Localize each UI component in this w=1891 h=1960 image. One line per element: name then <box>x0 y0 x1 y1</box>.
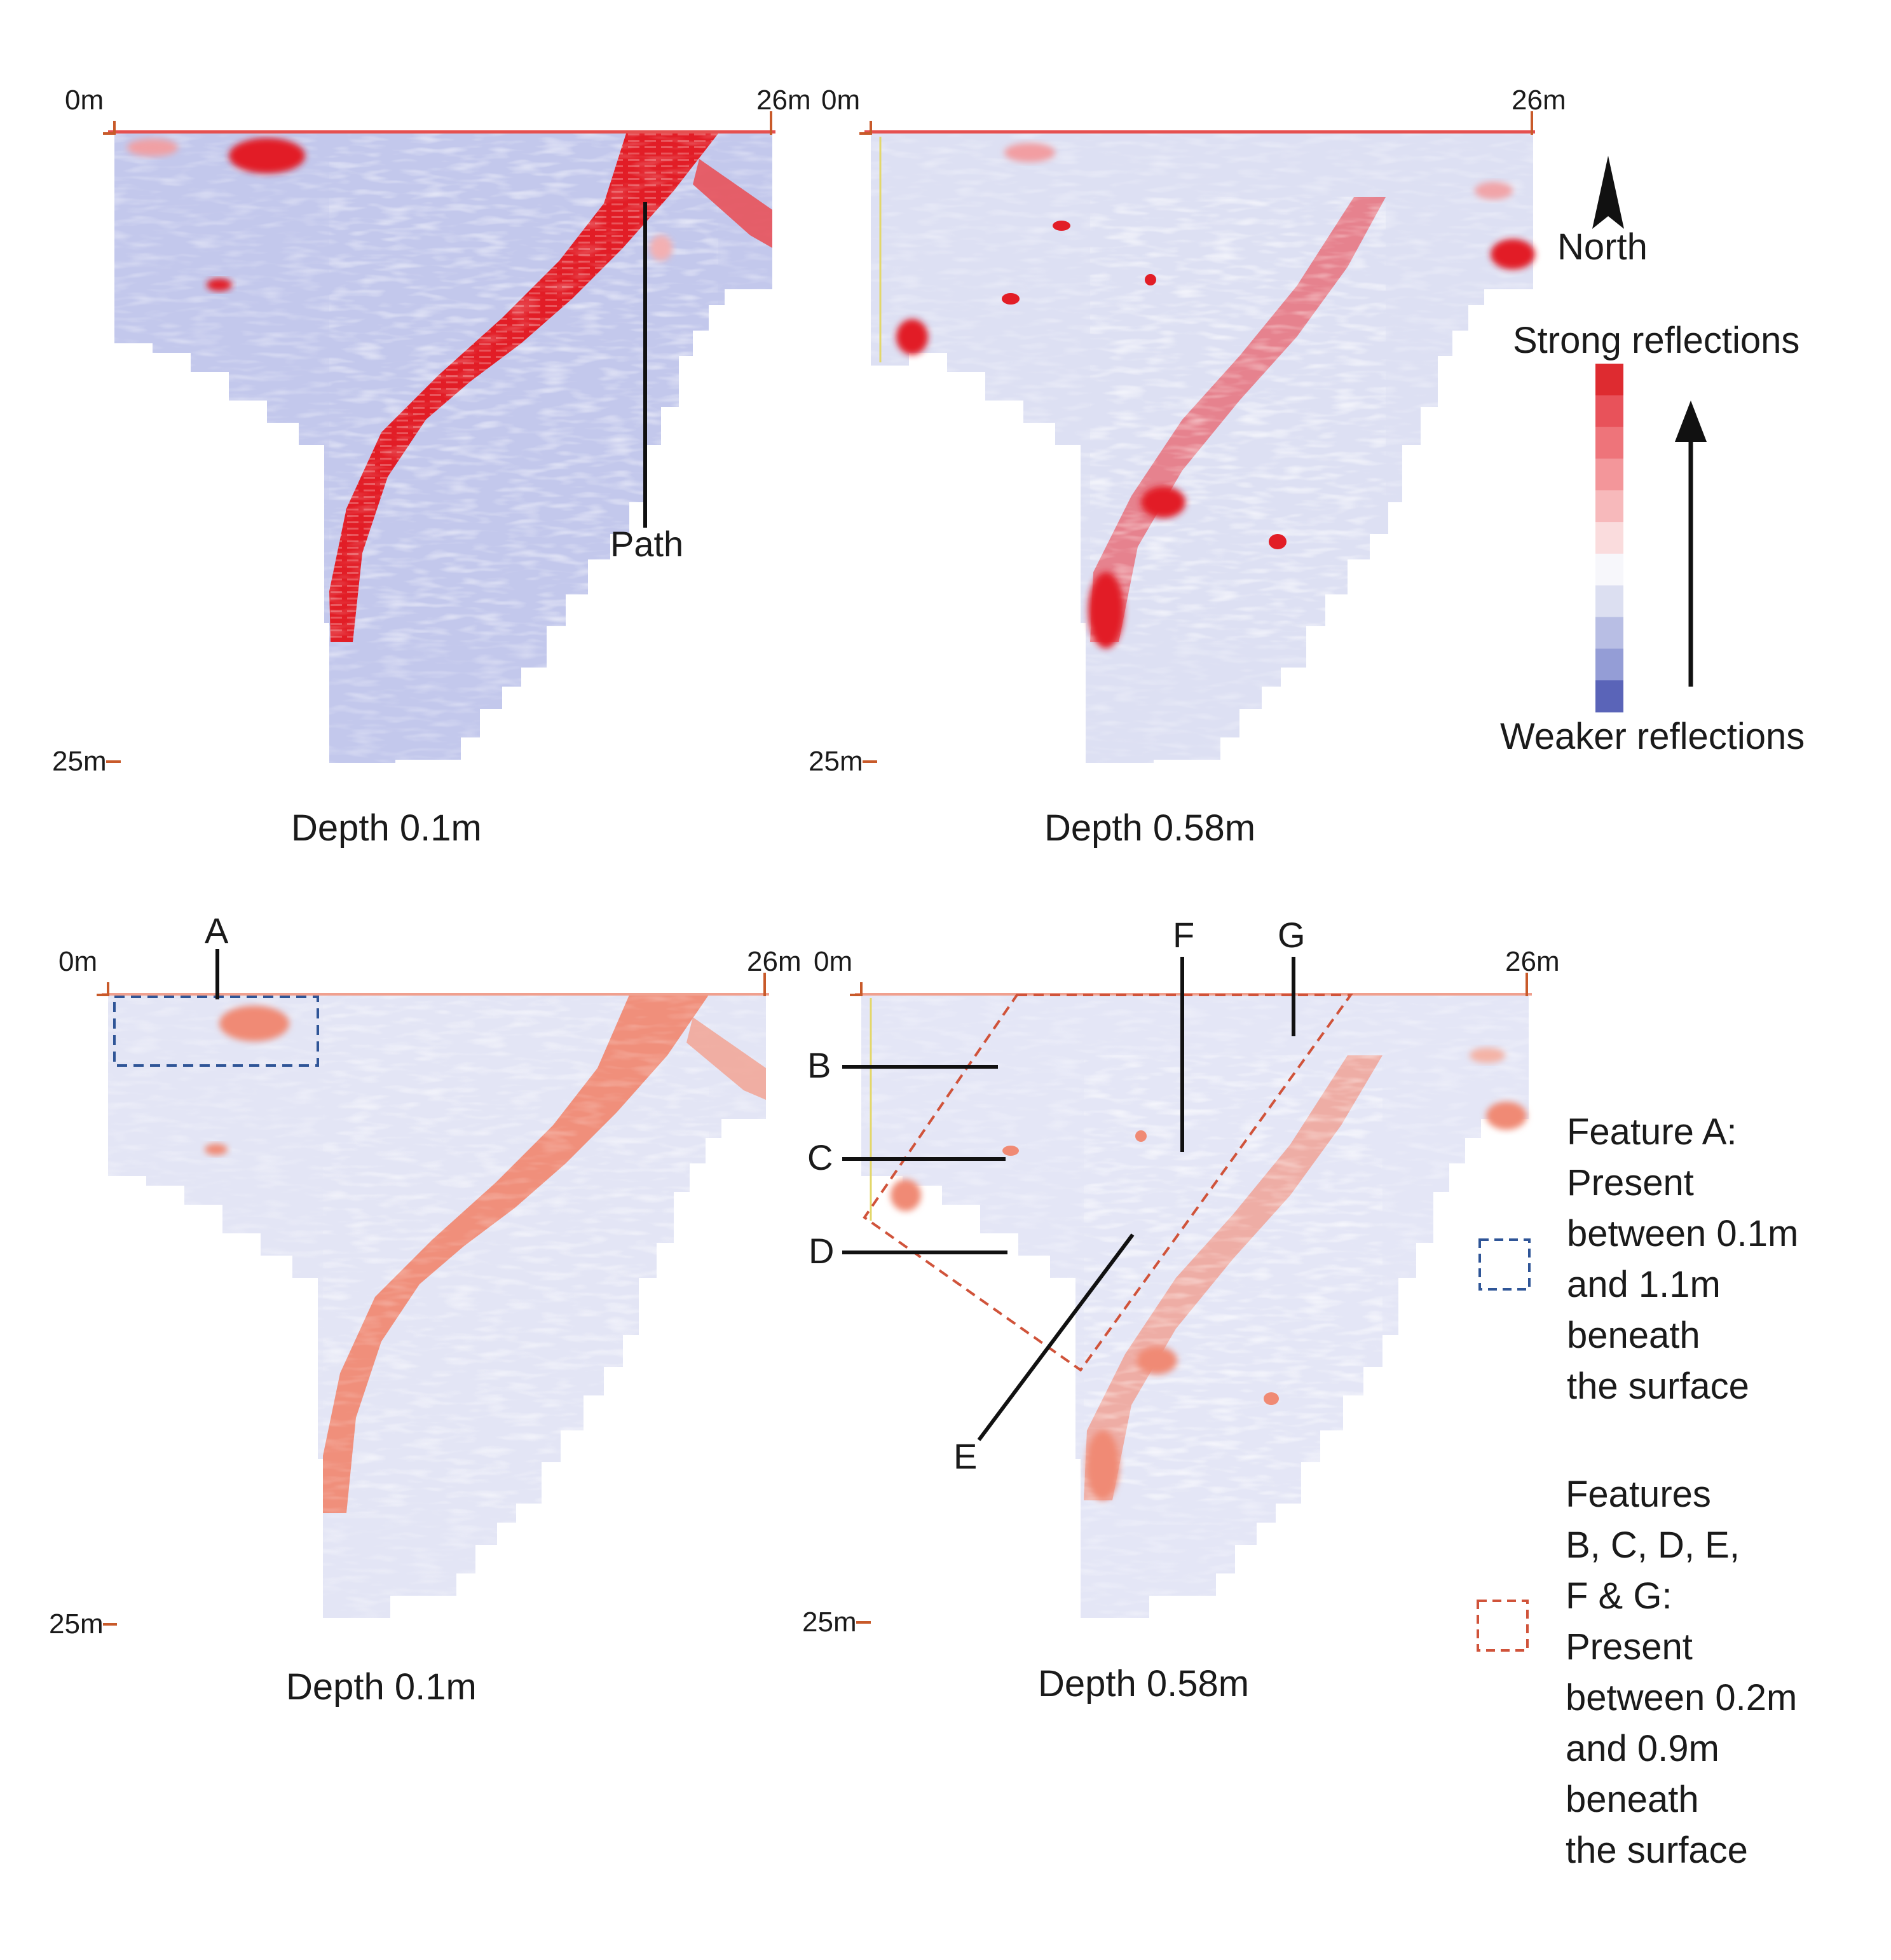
features-bg-key-text: Features B, C, D, E, F & G: Present betw… <box>1566 1474 1807 1871</box>
scale-step <box>1595 553 1623 586</box>
axis-depth-label: 25m <box>49 1608 104 1640</box>
scale-step <box>1595 648 1623 681</box>
axis-end-label: 26m <box>1512 85 1566 116</box>
axis-ticks <box>850 973 1528 1624</box>
feature-d-label: D <box>809 1231 834 1271</box>
axis-end-label: 26m <box>756 85 811 116</box>
feature-e-label: E <box>953 1436 977 1476</box>
axis-end-label: 26m <box>1505 946 1560 977</box>
axis-depth-label: 25m <box>809 746 863 777</box>
feature-a-key-swatch <box>1478 1238 1531 1291</box>
panel-bottom-left: 0m 26m 25m A Depth 0.1m <box>49 910 802 1708</box>
axis-depth-label: 25m <box>52 746 107 777</box>
arrow-up-icon <box>1675 401 1707 442</box>
feature-g-label: G <box>1278 915 1306 955</box>
axis-ticks <box>103 111 772 763</box>
axis-start-label: 0m <box>65 85 104 116</box>
feature-c-label: C <box>807 1137 833 1177</box>
feature-a-key-text: Feature A: Present between 0.1m and 1.1m… <box>1567 1111 1808 1407</box>
north-arrow-icon <box>1592 156 1624 229</box>
panel-caption: Depth 0.1m <box>291 807 482 849</box>
scale-step <box>1595 522 1623 554</box>
weaker-reflections-label: Weaker reflections <box>1500 716 1805 757</box>
scale-step <box>1595 364 1623 396</box>
axis-start-label: 0m <box>58 946 97 977</box>
scale-step <box>1595 585 1623 618</box>
axis-end-label: 26m <box>747 946 802 977</box>
scale-step <box>1595 680 1623 713</box>
features-bg-key-swatch <box>1477 1600 1529 1652</box>
feature-leaders <box>842 957 1295 1441</box>
feature-b-label: B <box>807 1045 831 1085</box>
panel-bottom-right: 0m 26m 25m B C D E F G Depth 0.58m <box>802 915 1560 1704</box>
feature-a-label: A <box>205 910 229 950</box>
panel-caption: Depth 0.58m <box>1038 1663 1249 1704</box>
panel-top-left: 0m 26m 25m Path Depth 0.1m <box>52 85 811 849</box>
axis-start-label: 0m <box>814 946 852 977</box>
axis-ticks <box>859 111 1533 763</box>
axis-ticks <box>97 973 766 1626</box>
axis-start-label: 0m <box>821 85 860 116</box>
scale-step <box>1595 427 1623 459</box>
features-bg-outline <box>863 994 1353 1372</box>
panel-top-right: 0m 26m 25m Depth 0.58m <box>809 85 1566 849</box>
feature-key: Feature A: Present between 0.1m and 1.1m… <box>1477 1111 1808 1871</box>
panel-caption: Depth 0.58m <box>1044 807 1255 849</box>
north-label: North <box>1557 226 1648 268</box>
scale-step <box>1595 617 1623 649</box>
strong-reflections-label: Strong reflections <box>1513 320 1799 361</box>
reflection-color-scale <box>1595 364 1623 713</box>
scale-step <box>1595 458 1623 491</box>
scale-step <box>1595 395 1623 428</box>
panel-caption: Depth 0.1m <box>286 1666 477 1708</box>
path-label: Path <box>610 524 683 564</box>
axis-depth-label: 25m <box>802 1607 857 1638</box>
scale-step <box>1595 490 1623 523</box>
feature-f-label: F <box>1173 915 1194 955</box>
legend: North Strong reflections Weaker reflecti… <box>1500 156 1805 757</box>
